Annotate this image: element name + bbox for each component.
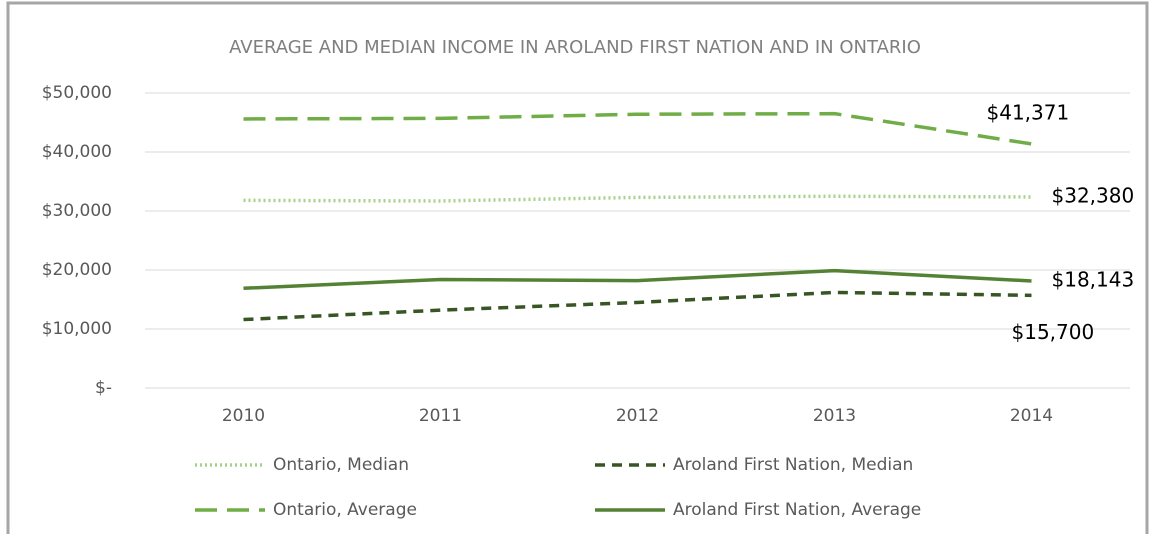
- x-tick-label: 2014: [1010, 406, 1053, 426]
- series-line: [243, 268, 1032, 291]
- series-line: [243, 290, 1032, 322]
- legend-label: Ontario, Median: [273, 455, 409, 475]
- y-tick-label: $-: [95, 378, 112, 398]
- series-line: [243, 111, 1032, 146]
- chart-title: AVERAGE AND MEDIAN INCOME IN AROLAND FIR…: [229, 37, 921, 58]
- x-tick-label: 2010: [222, 406, 265, 426]
- y-tick-label: $10,000: [42, 319, 112, 339]
- x-tick-label: 2013: [813, 406, 856, 426]
- y-tick-label: $50,000: [42, 83, 112, 103]
- y-tick-label: $30,000: [42, 201, 112, 221]
- y-tick-label: $40,000: [42, 142, 112, 162]
- y-tick-label: $20,000: [42, 260, 112, 280]
- data-label: $15,700: [1012, 320, 1095, 344]
- data-label: $18,143: [1052, 267, 1135, 291]
- chart-frame: [6, 1, 1149, 534]
- series-line: [243, 194, 1032, 203]
- x-tick-label: 2012: [616, 406, 659, 426]
- x-tick-label: 2011: [419, 406, 462, 426]
- legend-label: Ontario, Average: [273, 500, 417, 520]
- data-label: $41,371: [987, 100, 1070, 124]
- legend-label: Aroland First Nation, Average: [673, 500, 921, 520]
- legend-label: Aroland First Nation, Median: [673, 455, 913, 475]
- data-label: $32,380: [1052, 183, 1135, 207]
